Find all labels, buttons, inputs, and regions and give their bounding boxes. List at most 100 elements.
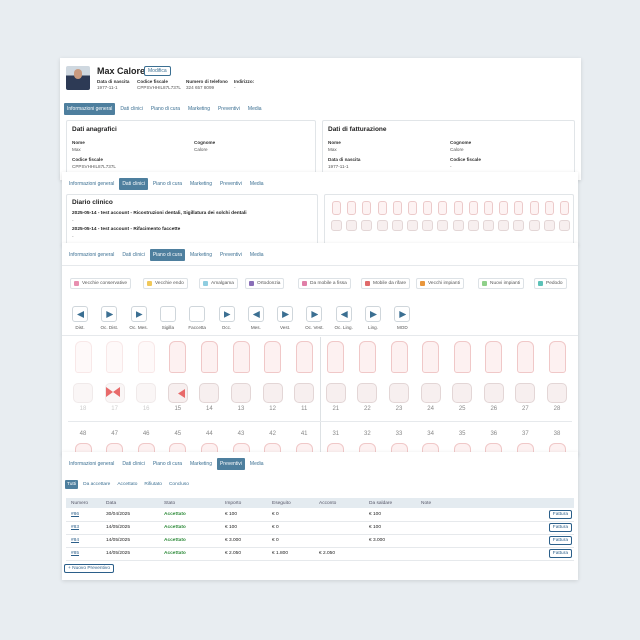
tab[interactable]: Dati clinici (122, 252, 145, 258)
legend-chip: Vecchie endo (143, 278, 188, 289)
mini-crown (361, 220, 373, 231)
tooth-number: 46 (142, 431, 150, 437)
tooth-number: 11 (301, 406, 308, 412)
tool-button[interactable] (365, 306, 381, 322)
tooth-number: 16 (142, 406, 150, 412)
tab[interactable]: Media (249, 461, 264, 467)
invoice-button[interactable]: Fattura (548, 523, 572, 532)
tool-icon (223, 311, 231, 318)
tab[interactable]: Marketing (190, 252, 212, 258)
legend-label: Vecchi impianti (428, 281, 460, 286)
cell[interactable]: #85 (66, 547, 101, 561)
mini-tooth (438, 201, 448, 215)
field-label: Nome (72, 140, 85, 145)
estimates-card: Informazioni general Dati clinici Piano di… (62, 452, 578, 580)
tooth-number: 41 (300, 431, 308, 437)
tool-button[interactable] (394, 306, 411, 322)
tool-button[interactable] (306, 306, 323, 322)
tab[interactable]: Marketing (188, 106, 210, 112)
cell: 30/04/2025 (101, 508, 159, 522)
tab[interactable]: Marketing (190, 181, 212, 187)
tab[interactable]: Piano di cura (152, 181, 183, 187)
new-estimate-button[interactable]: + Nuovo Preventivo (64, 564, 114, 573)
invoice-button[interactable]: Fattura (548, 509, 572, 519)
care-plan-card: Informazioni general Dati clinici Piano di… (62, 243, 578, 455)
cell (416, 521, 536, 535)
tool-button[interactable] (189, 306, 206, 322)
tooth-crown (294, 383, 315, 403)
tab[interactable]: Informazioni general (69, 181, 115, 187)
tab[interactable]: Piano di cura (152, 461, 183, 467)
tab[interactable]: Dati clinici (119, 178, 148, 190)
mini-tooth (560, 201, 569, 215)
edit-button[interactable]: Modifica (144, 66, 171, 76)
tool-button[interactable] (101, 306, 118, 322)
invoice-button[interactable]: Fattura (548, 549, 572, 558)
cell[interactable]: #86 (66, 508, 101, 522)
tooth-crown (167, 383, 188, 403)
cell: Accettato (159, 547, 220, 561)
tooth-crown (452, 383, 473, 403)
tab[interactable]: Informazioni general (69, 461, 115, 467)
field-label: Cognome (450, 140, 472, 145)
tab[interactable]: Informazioni general (64, 103, 116, 115)
tool-button[interactable] (277, 306, 294, 322)
filter[interactable]: Concluso (168, 482, 189, 487)
filter[interactable]: Rifiutato (144, 482, 162, 487)
cell (416, 508, 536, 522)
cell[interactable]: #83 (66, 521, 101, 535)
tab[interactable]: Informazioni general (69, 252, 115, 258)
tooth-number: 12 (269, 406, 276, 412)
legend-label: Nuovi impianti (490, 281, 521, 286)
filter[interactable]: Da accettare (83, 482, 111, 487)
tab[interactable]: Dati clinici (122, 461, 145, 467)
tab[interactable]: Preventivi (219, 181, 242, 187)
mini-crown (346, 220, 358, 231)
legend-chip: Da mobile a fissa (298, 278, 351, 289)
mini-crown (376, 220, 388, 231)
tooth-crown (483, 383, 504, 403)
legend-chip: Ortodonzia (245, 278, 285, 289)
mini-tooth (362, 201, 372, 215)
field-label: Data di nascita (97, 79, 130, 84)
tab[interactable]: Media (249, 181, 264, 187)
mini-crown (422, 220, 434, 231)
tooth-crown (547, 383, 567, 403)
tab[interactable]: Marketing (190, 461, 212, 467)
tool-button[interactable] (72, 306, 88, 322)
tab[interactable]: Preventivi (217, 106, 240, 112)
mini-crown (391, 220, 403, 231)
tool-label: MOD (396, 325, 408, 330)
tab[interactable]: Dati clinici (120, 106, 143, 112)
tooth-number: 33 (395, 431, 403, 437)
cell (314, 521, 364, 535)
filter[interactable]: Accettato (117, 482, 138, 487)
cell: € 100 (220, 508, 267, 522)
legend-chip: Vecchie conservative (70, 278, 132, 289)
tab[interactable]: Preventivi (216, 458, 245, 470)
filter[interactable]: Tutti (65, 480, 79, 489)
tab[interactable]: Piano di cura (149, 249, 186, 261)
tab[interactable]: Preventivi (219, 252, 242, 258)
action-cell: Fattura (536, 534, 574, 548)
cell: € 3.000 (364, 534, 416, 548)
tooth-number: 13 (237, 406, 245, 412)
tool-button[interactable] (159, 306, 176, 322)
tooth-crown (325, 383, 346, 403)
invoice-button[interactable]: Fattura (548, 536, 572, 545)
field-label: Data di nascita (328, 157, 361, 162)
tool-button[interactable] (130, 306, 147, 322)
tool-button[interactable] (335, 306, 352, 322)
tooth-root (137, 341, 155, 373)
field-label: Numero di telefono (186, 79, 228, 84)
cell[interactable]: #84 (66, 534, 101, 548)
tab[interactable]: Piano di cura (150, 106, 181, 112)
avatar (66, 66, 90, 90)
tool-button[interactable] (218, 306, 235, 322)
mini-crown (543, 220, 555, 231)
tool-button[interactable] (247, 306, 264, 322)
section-title: Dati anagrafici (72, 126, 117, 133)
tab[interactable]: Media (247, 106, 262, 112)
tab[interactable]: Media (249, 252, 264, 258)
field-value: Max (328, 147, 337, 152)
